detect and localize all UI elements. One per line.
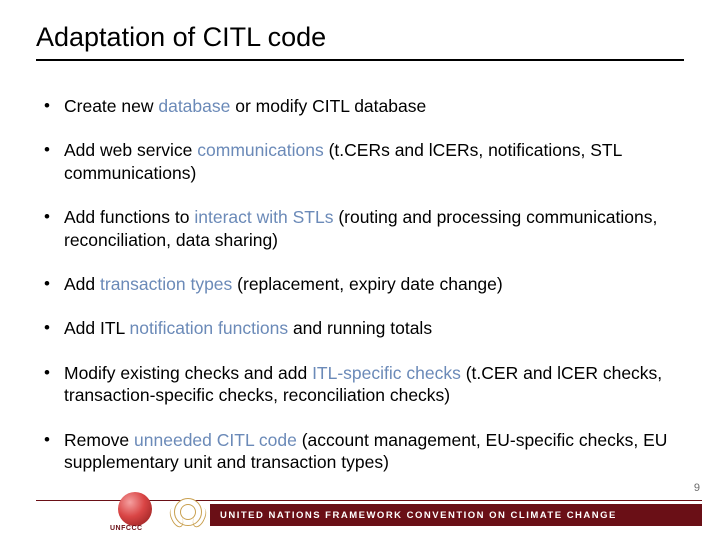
footer: UNFCCC UNITED NATIONS FRAMEWORK CONVENTI… (0, 500, 720, 530)
list-item: Create new database or modify CITL datab… (44, 95, 684, 117)
bullet-keyword: unneeded CITL code (134, 430, 297, 450)
list-item: Remove unneeded CITL code (account manag… (44, 429, 684, 474)
page-number: 9 (694, 482, 700, 494)
bullet-text: Add functions to (64, 207, 194, 227)
footer-org-name: UNITED NATIONS FRAMEWORK CONVENTION ON C… (220, 510, 617, 521)
bullet-text: (replacement, expiry date change) (232, 274, 502, 294)
bullet-keyword: database (158, 96, 230, 116)
unfccc-logo-icon: UNFCCC (110, 492, 166, 530)
bullet-keyword: communications (197, 140, 323, 160)
slide: Adaptation of CITL code Create new datab… (0, 0, 720, 540)
unfccc-logo-label: UNFCCC (110, 525, 143, 532)
list-item: Modify existing checks and add ITL-speci… (44, 362, 684, 407)
bullet-list: Create new database or modify CITL datab… (36, 95, 684, 473)
bullet-text: Add ITL (64, 318, 130, 338)
bullet-text: Create new (64, 96, 158, 116)
list-item: Add transaction types (replacement, expi… (44, 273, 684, 295)
list-item: Add web service communications (t.CERs a… (44, 139, 684, 184)
bullet-text: or modify CITL database (230, 96, 426, 116)
list-item: Add functions to interact with STLs (rou… (44, 206, 684, 251)
bullet-text: and running totals (288, 318, 432, 338)
bullet-keyword: transaction types (100, 274, 232, 294)
bullet-keyword: interact with STLs (194, 207, 333, 227)
slide-title: Adaptation of CITL code (36, 22, 684, 61)
bullet-text: Add (64, 274, 100, 294)
footer-bar: UNITED NATIONS FRAMEWORK CONVENTION ON C… (210, 504, 702, 526)
un-logo-icon (174, 498, 204, 528)
bullet-text: Add web service (64, 140, 197, 160)
bullet-text: Remove (64, 430, 134, 450)
bullet-keyword: notification functions (130, 318, 289, 338)
list-item: Add ITL notification functions and runni… (44, 317, 684, 339)
bullet-keyword: ITL-specific checks (312, 363, 461, 383)
bullet-text: Modify existing checks and add (64, 363, 312, 383)
